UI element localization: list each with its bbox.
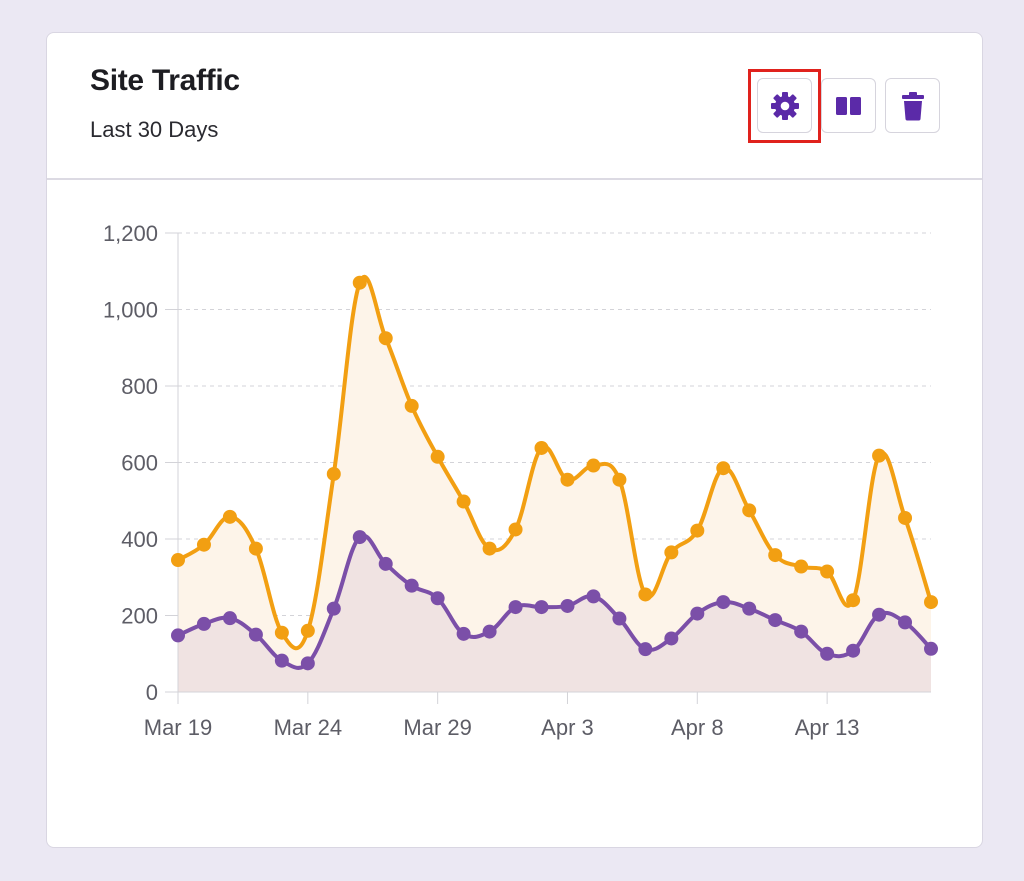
trash-icon — [901, 91, 924, 120]
widget-subtitle: Last 30 Days — [90, 117, 219, 142]
widget-header: Site Traffic Last 30 Days — [47, 33, 982, 180]
settings-button[interactable] — [757, 78, 812, 133]
gear-icon — [770, 91, 799, 120]
delete-button[interactable] — [885, 78, 940, 133]
site-traffic-widget: Site Traffic Last 30 Days — [46, 32, 983, 848]
columns-icon — [835, 96, 861, 115]
columns-button[interactable] — [821, 78, 876, 133]
widget-title: Site Traffic — [90, 64, 240, 97]
